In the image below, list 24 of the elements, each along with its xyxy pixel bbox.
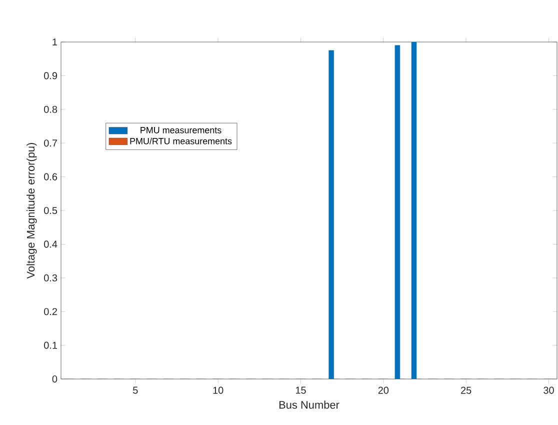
y-tick-label: 0.8	[44, 106, 58, 113]
y-tick-label: 1	[52, 38, 57, 46]
x-tick-label: 15	[296, 386, 306, 394]
x-tick-label: 10	[213, 386, 224, 394]
y-tick-label: 0.3	[44, 274, 58, 282]
legend-label: PMU measurements	[140, 127, 222, 134]
y-tick-label: 0.4	[44, 240, 58, 248]
bar	[328, 50, 334, 379]
y-tick-label: 0.2	[44, 308, 57, 316]
y-axis-title: Voltage Magnitude error(pu)	[26, 142, 37, 279]
bar	[411, 42, 417, 379]
bar	[394, 45, 400, 379]
y-tick-label: 0.5	[44, 206, 58, 214]
x-tick-label: 30	[544, 386, 554, 394]
y-tick-label: 0	[52, 375, 58, 383]
y-tick-label: 0.7	[44, 140, 57, 147]
x-tick-label: 25	[461, 386, 472, 394]
x-axis-title: Bus Number	[279, 400, 340, 409]
y-tick-label: 0.9	[44, 72, 58, 80]
y-tick-label: 0.1	[44, 342, 57, 349]
legend-label: PMU/RTU measurements	[130, 138, 232, 144]
x-tick-label: 20	[378, 386, 389, 394]
y-tick-label: 0.6	[44, 173, 58, 180]
x-tick-label: 5	[133, 386, 138, 394]
